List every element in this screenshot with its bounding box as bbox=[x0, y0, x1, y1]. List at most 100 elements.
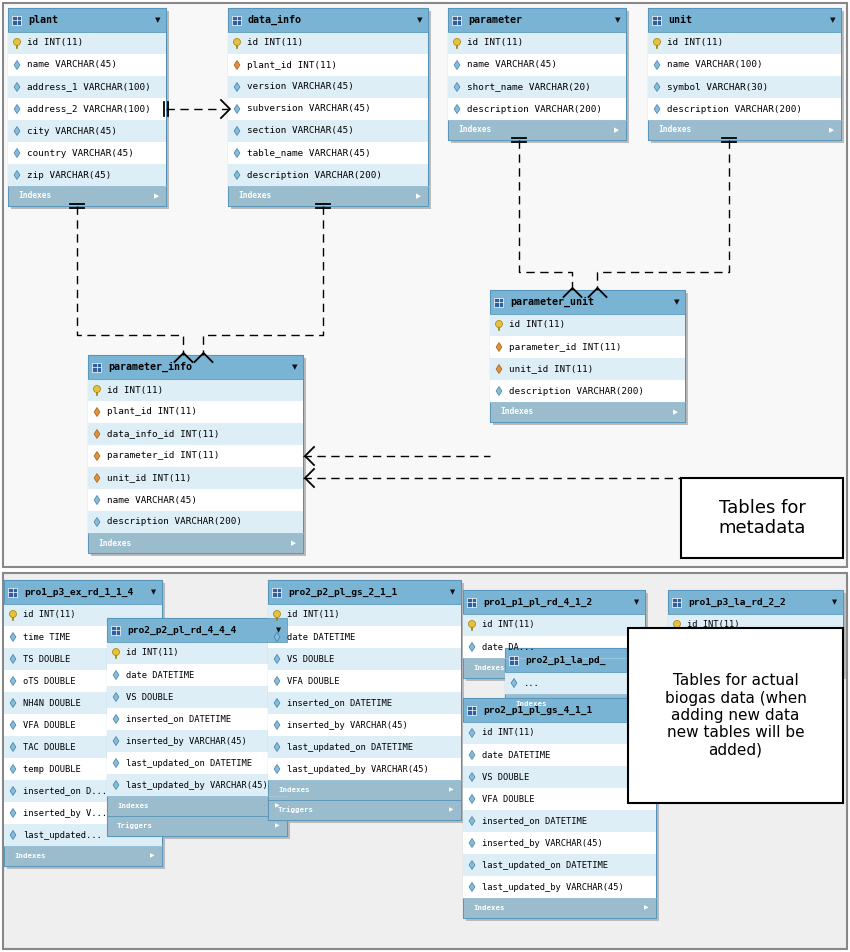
Bar bbox=[463, 698, 656, 918]
Text: section VARCHAR(45): section VARCHAR(45) bbox=[247, 127, 354, 135]
Bar bbox=[107, 708, 287, 730]
Bar bbox=[463, 766, 656, 788]
Bar bbox=[4, 714, 162, 736]
Bar bbox=[228, 142, 428, 164]
Polygon shape bbox=[274, 743, 280, 751]
Text: pro2_p1_la_pd_: pro2_p1_la_pd_ bbox=[525, 655, 605, 664]
Bar bbox=[268, 604, 461, 626]
Polygon shape bbox=[10, 721, 16, 729]
Text: country VARCHAR(45): country VARCHAR(45) bbox=[27, 149, 133, 157]
Text: ▶: ▶ bbox=[830, 664, 836, 668]
Bar bbox=[88, 467, 303, 489]
Text: ▼: ▼ bbox=[674, 299, 680, 305]
Text: ▶: ▶ bbox=[614, 127, 619, 133]
Text: inserted_by VARCHAR(45): inserted_by VARCHAR(45) bbox=[482, 839, 603, 847]
Bar bbox=[648, 54, 841, 76]
Text: ▶: ▶ bbox=[154, 193, 158, 199]
Bar bbox=[228, 164, 428, 186]
Bar bbox=[648, 98, 841, 120]
Bar bbox=[3, 3, 847, 567]
Text: Tables for actual
biogas data (when
adding new data
new tables will be
added): Tables for actual biogas data (when addi… bbox=[665, 673, 807, 758]
Text: last_updated_on DATETIME: last_updated_on DATETIME bbox=[126, 759, 252, 767]
Text: parameter_unit: parameter_unit bbox=[510, 297, 594, 307]
Bar bbox=[672, 598, 682, 606]
Bar bbox=[228, 32, 428, 54]
Polygon shape bbox=[274, 764, 280, 773]
Text: ▶: ▶ bbox=[830, 644, 836, 648]
Text: ▶: ▶ bbox=[632, 665, 638, 670]
Bar bbox=[653, 15, 661, 25]
Text: description VARCHAR(200): description VARCHAR(200) bbox=[247, 170, 382, 180]
Bar bbox=[8, 587, 18, 597]
Text: parameter_id INT(11): parameter_id INT(11) bbox=[107, 451, 219, 461]
Bar bbox=[463, 590, 645, 614]
Bar bbox=[4, 604, 162, 626]
Text: last_updated_by VARCHAR(45): last_updated_by VARCHAR(45) bbox=[126, 781, 268, 789]
Bar bbox=[88, 533, 303, 553]
Polygon shape bbox=[10, 677, 16, 685]
Text: description VARCHAR(200): description VARCHAR(200) bbox=[509, 387, 644, 395]
Text: address_1 VARCHAR(100): address_1 VARCHAR(100) bbox=[27, 83, 150, 91]
Bar bbox=[463, 614, 645, 636]
Bar bbox=[228, 120, 428, 142]
Bar bbox=[463, 876, 656, 898]
Polygon shape bbox=[10, 764, 16, 773]
Text: ▼: ▼ bbox=[417, 17, 422, 23]
Text: TAC DOUBLE: TAC DOUBLE bbox=[23, 743, 76, 751]
Text: id INT(11): id INT(11) bbox=[687, 621, 740, 629]
Text: description VARCHAR(200): description VARCHAR(200) bbox=[107, 518, 242, 526]
Text: temp DOUBLE: temp DOUBLE bbox=[23, 764, 81, 773]
Bar bbox=[648, 76, 841, 98]
Bar bbox=[628, 628, 843, 803]
Polygon shape bbox=[94, 451, 100, 461]
Polygon shape bbox=[654, 83, 660, 91]
Bar bbox=[648, 8, 841, 32]
Bar bbox=[668, 636, 843, 656]
Bar bbox=[8, 186, 166, 206]
Bar bbox=[4, 692, 162, 714]
Polygon shape bbox=[94, 429, 100, 439]
Bar bbox=[448, 98, 626, 120]
Polygon shape bbox=[654, 61, 660, 69]
Bar bbox=[268, 780, 461, 800]
Polygon shape bbox=[274, 655, 280, 664]
Bar bbox=[88, 355, 303, 553]
Bar bbox=[490, 358, 685, 380]
Bar bbox=[452, 15, 462, 25]
Bar bbox=[3, 573, 847, 949]
Text: id INT(11): id INT(11) bbox=[27, 38, 83, 48]
Text: NH4N DOUBLE: NH4N DOUBLE bbox=[23, 699, 81, 707]
Bar bbox=[88, 489, 303, 511]
Bar bbox=[463, 722, 656, 744]
Polygon shape bbox=[234, 61, 240, 69]
Text: ▼: ▼ bbox=[151, 589, 156, 595]
Text: Triggers: Triggers bbox=[278, 806, 314, 813]
Text: Indexes: Indexes bbox=[500, 407, 533, 417]
Text: inserted_by V...: inserted_by V... bbox=[23, 808, 107, 818]
Bar bbox=[228, 8, 428, 206]
Polygon shape bbox=[113, 670, 119, 680]
Text: ▶: ▶ bbox=[643, 905, 649, 910]
Polygon shape bbox=[454, 61, 460, 69]
Circle shape bbox=[496, 321, 502, 327]
Bar bbox=[651, 11, 844, 143]
Text: ▼: ▼ bbox=[156, 17, 161, 23]
Bar bbox=[4, 736, 162, 758]
Text: time TIME: time TIME bbox=[23, 632, 71, 642]
Text: plant_id INT(11): plant_id INT(11) bbox=[107, 407, 197, 417]
Text: parameter: parameter bbox=[468, 15, 522, 25]
Bar bbox=[668, 656, 843, 676]
Polygon shape bbox=[234, 127, 240, 135]
Polygon shape bbox=[10, 699, 16, 707]
Bar bbox=[268, 714, 461, 736]
Bar bbox=[273, 587, 281, 597]
Text: short_name VARCHAR(20): short_name VARCHAR(20) bbox=[467, 83, 591, 91]
Bar bbox=[648, 8, 841, 140]
Text: ▶: ▶ bbox=[449, 807, 453, 812]
Bar bbox=[4, 580, 162, 604]
Text: VFA DOUBLE: VFA DOUBLE bbox=[482, 795, 535, 803]
Bar bbox=[7, 583, 165, 869]
Polygon shape bbox=[10, 632, 16, 642]
Bar bbox=[268, 758, 461, 780]
Text: id INT(11): id INT(11) bbox=[667, 38, 723, 48]
